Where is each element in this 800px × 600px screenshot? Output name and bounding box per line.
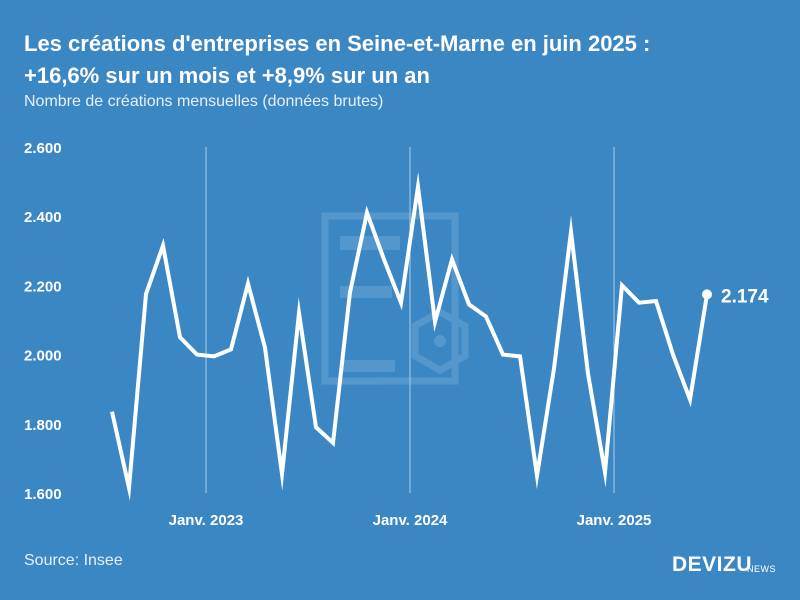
y-tick-label: 2.400	[24, 209, 62, 226]
watermark-hexagon	[411, 307, 469, 375]
watermark-hexagon-dot	[434, 335, 446, 347]
x-tick-label: Janv. 2025	[577, 512, 652, 529]
chart-title-line-1: Les créations d'entreprises en Seine-et-…	[24, 31, 651, 56]
last-point-marker	[702, 289, 712, 300]
grid-lines	[205, 147, 615, 493]
y-tick-label: 1.800	[24, 417, 62, 434]
watermark-letter-bar-top	[340, 236, 400, 250]
watermark-letter-bar-middle	[340, 286, 392, 298]
y-axis: 1.600 1.800 2.000 2.200 2.400 2.600	[24, 140, 62, 503]
watermark-logo	[321, 212, 469, 385]
y-tick-label: 2.200	[24, 278, 62, 295]
x-tick-label: Janv. 2024	[373, 512, 448, 529]
y-tick-label: 1.600	[24, 486, 62, 503]
x-axis: Janv. 2023 Janv. 2024 Janv. 2025	[169, 512, 652, 529]
source-note: Source: Insee	[24, 552, 123, 569]
watermark-document-outline	[321, 212, 459, 385]
chart-title-line-2: +16,6% sur un mois et +8,9% sur un an	[24, 63, 430, 88]
series-layer: 2.174	[110, 171, 769, 501]
last-value-label: 2.174	[721, 286, 769, 307]
chart-title: Les créations d'entreprises en Seine-et-…	[24, 28, 784, 92]
chart-subtitle: Nombre de créations mensuelles (données …	[24, 93, 384, 110]
brand-logo-sub: NEWS	[747, 564, 776, 574]
brand-logo: DEVIZU	[672, 553, 753, 576]
x-tick-label: Janv. 2023	[169, 512, 244, 529]
series-line	[110, 171, 709, 501]
watermark-letter-bar-bottom	[340, 360, 395, 372]
y-tick-label: 2.000	[24, 348, 62, 365]
y-tick-label: 2.600	[24, 140, 62, 157]
